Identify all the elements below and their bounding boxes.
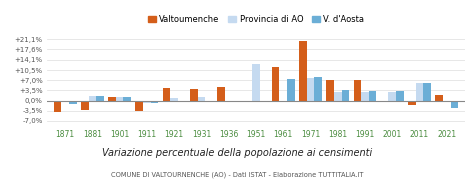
- Bar: [163, 88, 170, 101]
- Bar: [299, 41, 307, 101]
- Bar: [198, 96, 205, 101]
- Bar: [54, 101, 61, 112]
- Bar: [389, 92, 396, 101]
- Bar: [89, 96, 96, 101]
- Bar: [369, 91, 376, 101]
- Bar: [108, 97, 116, 101]
- Bar: [334, 92, 342, 101]
- Bar: [69, 101, 77, 104]
- Bar: [178, 101, 186, 102]
- Bar: [287, 79, 295, 101]
- Bar: [272, 67, 279, 101]
- Bar: [81, 101, 89, 110]
- Bar: [123, 96, 131, 101]
- Bar: [354, 80, 361, 101]
- Legend: Valtoumenche, Provincia di AO, V. d'Aosta: Valtoumenche, Provincia di AO, V. d'Aost…: [144, 11, 368, 27]
- Bar: [307, 78, 314, 101]
- Bar: [435, 95, 443, 101]
- Text: COMUNE DI VALTOURNENCHE (AO) - Dati ISTAT - Elaborazione TUTTITALIA.IT: COMUNE DI VALTOURNENCHE (AO) - Dati ISTA…: [111, 172, 363, 178]
- Text: Variazione percentuale della popolazione ai censimenti: Variazione percentuale della popolazione…: [102, 148, 372, 158]
- Bar: [151, 101, 158, 103]
- Bar: [314, 77, 322, 101]
- Bar: [143, 101, 151, 103]
- Bar: [361, 92, 369, 101]
- Bar: [326, 80, 334, 101]
- Bar: [396, 91, 404, 101]
- Bar: [408, 101, 416, 105]
- Bar: [190, 89, 198, 101]
- Bar: [423, 83, 431, 101]
- Bar: [416, 83, 423, 101]
- Bar: [217, 87, 225, 101]
- Bar: [96, 96, 104, 101]
- Bar: [170, 98, 178, 101]
- Bar: [116, 96, 123, 101]
- Bar: [252, 64, 260, 101]
- Bar: [342, 90, 349, 101]
- Bar: [136, 101, 143, 111]
- Bar: [451, 101, 458, 108]
